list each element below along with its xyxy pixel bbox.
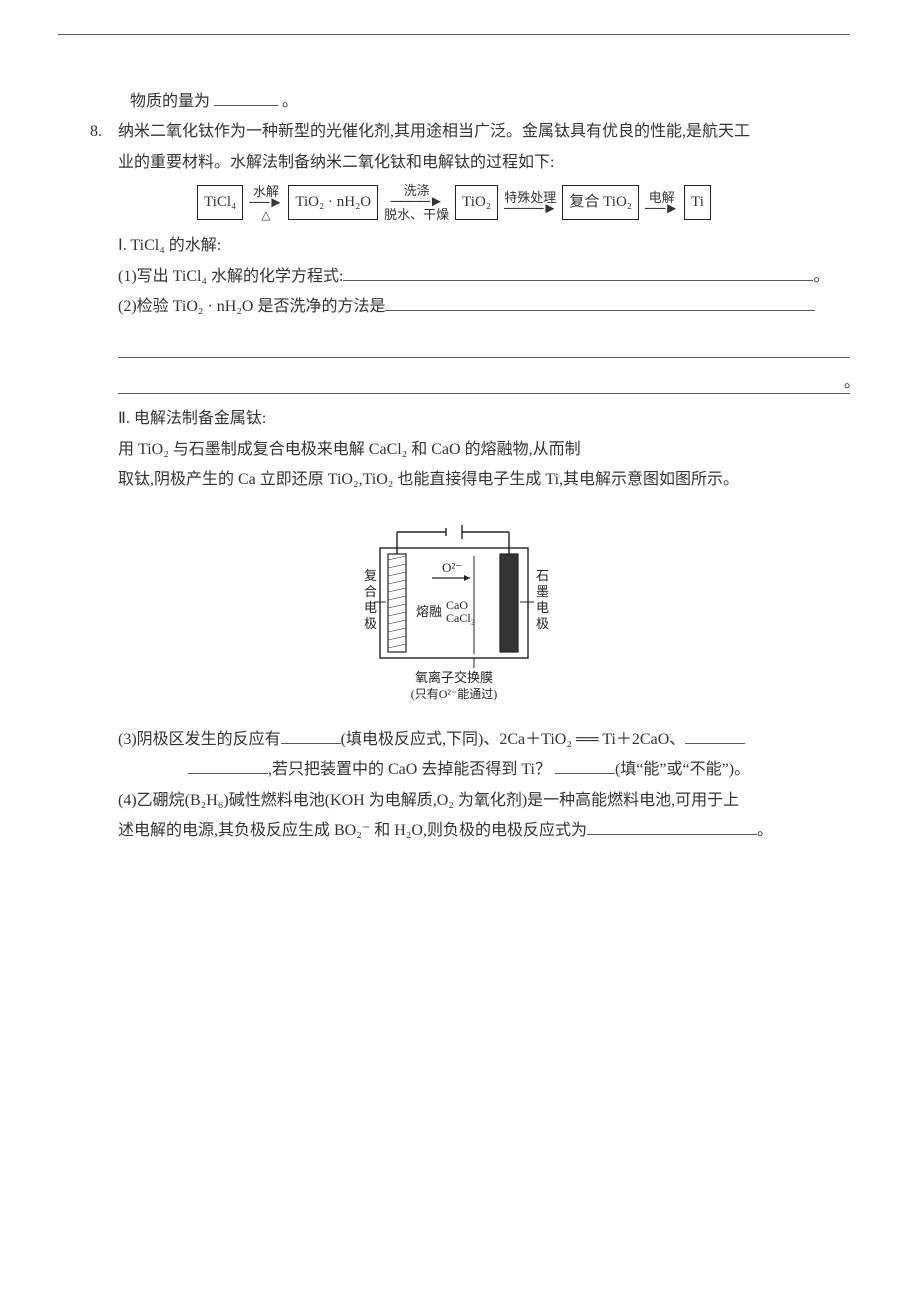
sec2-p2: 取钛,阴极产生的 Ca 立即还原 TiO₂,TiO₂ 也能直接得电子生成 Ti,…: [58, 465, 850, 495]
right-elec-label-1: 石: [536, 568, 549, 583]
q2-label: (2)检验 TiO₂ · nH₂O 是否洗净的方法是: [118, 298, 385, 315]
cont-text: 物质的量为: [130, 93, 210, 110]
sec2-p1: 用 TiO₂ 与石墨制成复合电极来电解 CaCl₂ 和 CaO 的熔融物,从而制: [58, 435, 850, 465]
q3-line2b: (填“能”或“不能”)。: [615, 761, 750, 778]
flow-arrow-1: 水解 ──► △: [249, 185, 282, 221]
q3-line2a: ,若只把装置中的 CaO 去掉能否得到 Ti？: [268, 761, 551, 778]
arrow2-bot: 脱水、干燥: [384, 208, 449, 221]
q3-line1: (3)阴极区发生的反应有 (填电极反应式,下同)、2Ca＋TiO₂ ══ Ti＋2…: [58, 725, 850, 755]
left-elec-label-1: 复: [364, 568, 377, 583]
q4-blank: [587, 819, 757, 835]
flow-box-3: TiO₂: [455, 185, 498, 220]
q1-line: (1)写出 TiCl₄ 水解的化学方程式: 。: [58, 262, 850, 292]
q2-line2-tail: 。: [844, 368, 860, 398]
q3-pre: (3)阴极区发生的反应有: [118, 731, 281, 748]
left-electrode: [388, 554, 406, 652]
q8-body-line1: 纳米二氧化钛作为一种新型的光催化剂,其用途相当广泛。金属钛具有优良的性能,是航天…: [118, 117, 850, 147]
flow-arrow-3: 特殊处理 ────►: [504, 191, 556, 215]
top-rule: [58, 34, 850, 35]
q3-line2: ,若只把装置中的 CaO 去掉能否得到 Ti？ (填“能”或“不能”)。: [58, 755, 850, 785]
flow-arrow-4: 电解 ──►: [645, 191, 678, 215]
flow-arrow-2: 洗涤 ────► 脱水、干燥: [384, 184, 449, 221]
q1-tail: 。: [813, 268, 829, 285]
q1-label: (1)写出 TiCl₄ 水解的化学方程式:: [118, 268, 343, 285]
svg-text:极: 极: [364, 616, 377, 631]
melt-label: 熔融: [416, 604, 442, 619]
svg-text:电: 电: [536, 600, 549, 615]
section-1-title: Ⅰ. TiCl₄ 的水解:: [58, 231, 850, 261]
right-electrode: [500, 554, 518, 652]
flow-box-2: TiO₂ · nH₂O: [288, 185, 378, 220]
arrow3-line: ────►: [504, 202, 556, 217]
q2-line: (2)检验 TiO₂ · nH₂O 是否洗净的方法是: [58, 292, 850, 322]
q1-blank: [343, 265, 813, 281]
continuation-line: 物质的量为 。: [58, 87, 850, 117]
flow-diagram: TiCl₄ 水解 ──► △ TiO₂ · nH₂O 洗涤 ────► 脱水、干…: [58, 184, 850, 221]
flow-box-5: Ti: [684, 185, 711, 220]
q8-number: 8.: [90, 117, 118, 178]
q3-blank3: [188, 758, 268, 774]
cont-tail: 。: [282, 93, 298, 110]
membrane-label-1: 氧离子交换膜: [415, 670, 493, 685]
o2-arrow-head: [464, 575, 470, 581]
electrolysis-diagram: O²⁻ 熔融 CaO CaCl₂ 复 合 电 极 石 墨 电 极 氧离子交换膜 …: [58, 508, 850, 719]
svg-text:合: 合: [364, 584, 377, 599]
section-2-title: Ⅱ. 电解法制备金属钛:: [58, 404, 850, 434]
flow-box-4: 复合 TiO₂: [562, 185, 639, 220]
q2-blank: [385, 295, 815, 311]
q4-line1: (4)乙硼烷(B₂H₆)碱性燃料电池(KOH 为电解质,O₂ 为氧化剂)是一种高…: [58, 786, 850, 816]
svg-text:墨: 墨: [536, 584, 549, 599]
q2-blank-line1: [118, 332, 850, 358]
svg-text:极: 极: [536, 616, 549, 631]
q2-blank-line2-wrap: 。: [58, 368, 850, 394]
cao-label: CaO: [446, 598, 468, 612]
q3-blank2: [685, 728, 745, 744]
o2-label-svg: O²⁻: [442, 560, 462, 575]
blank-molar-amount: [214, 90, 278, 106]
membrane-label-2: (只有O²⁻能通过): [411, 687, 498, 701]
arrow4-line: ──►: [645, 202, 678, 217]
flow-box-1: TiCl₄: [197, 185, 243, 220]
q3-mid1: (填电极反应式,下同)、2Ca＋TiO₂ ══ Ti＋2CaO、: [341, 731, 686, 748]
q3-blank4: [555, 758, 615, 774]
q8: 8. 纳米二氧化钛作为一种新型的光催化剂,其用途相当广泛。金属钛具有优良的性能,…: [58, 117, 850, 178]
q4-line2: 述电解的电源,其负极反应生成 BO₂⁻ 和 H₂O,则负极的电极反应式为 。: [58, 816, 850, 846]
q2-blank-line2: [118, 368, 850, 394]
q8-body-line2: 业的重要材料。水解法制备纳米二氧化钛和电解钛的过程如下:: [118, 148, 850, 178]
cacl2-label: CaCl₂: [446, 611, 475, 625]
q4-tail: 。: [757, 822, 773, 839]
q4-line2a: 述电解的电源,其负极反应生成 BO₂⁻ 和 H₂O,则负极的电极反应式为: [118, 822, 587, 839]
q3-blank1: [281, 728, 341, 744]
